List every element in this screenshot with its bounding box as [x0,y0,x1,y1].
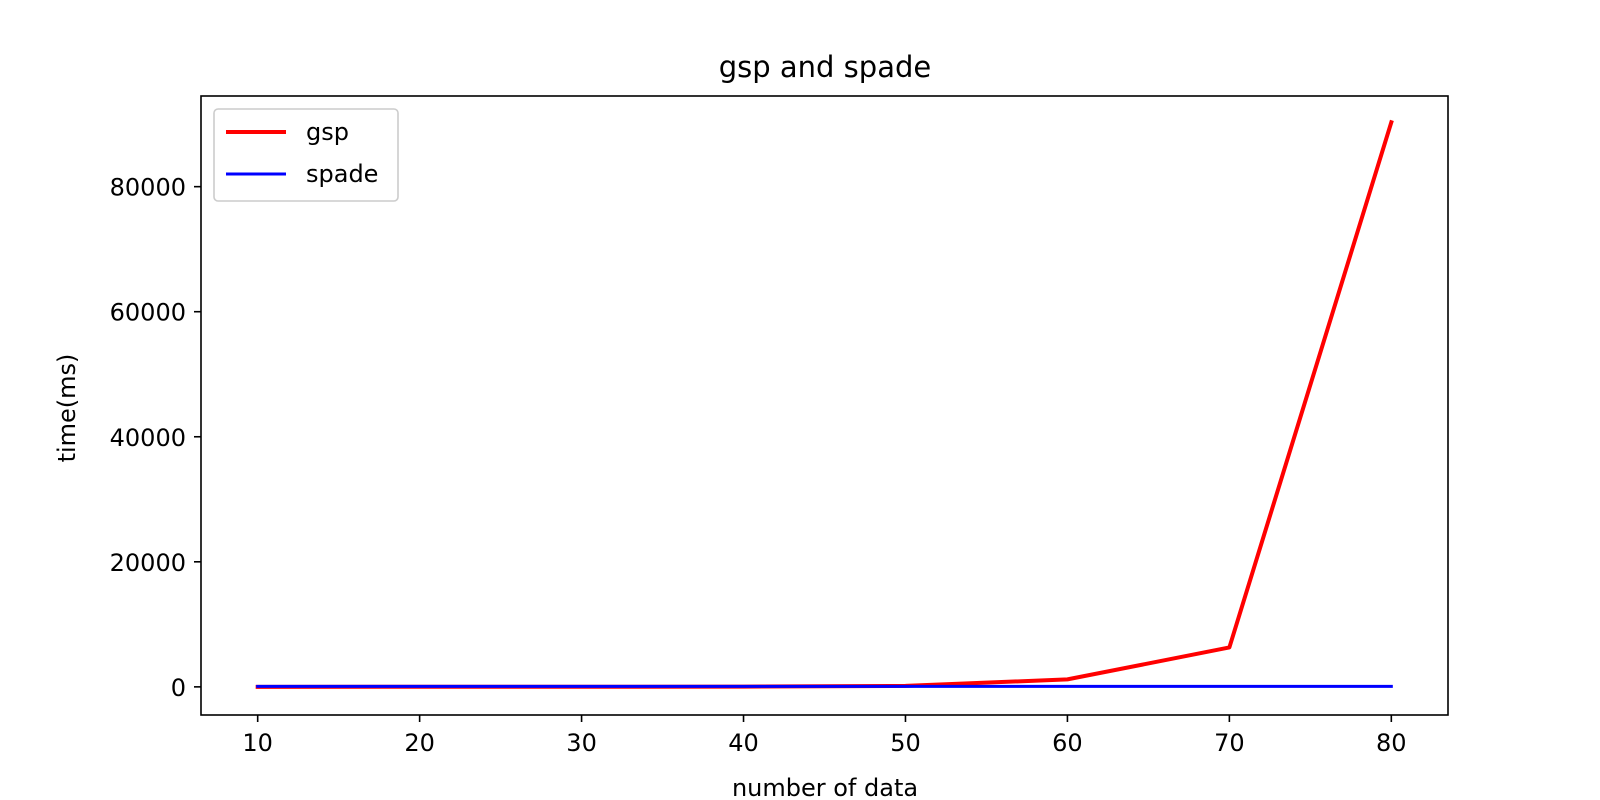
x-tick-label: 30 [566,729,597,757]
y-tick-label: 40000 [110,424,186,452]
legend-label-gsp: gsp [306,118,349,146]
y-tick-label: 60000 [110,299,186,327]
x-tick-label: 40 [728,729,759,757]
x-tick-label: 10 [242,729,273,757]
x-axis-label: number of data [732,774,918,800]
y-tick-label: 20000 [110,549,186,577]
x-tick-label: 80 [1376,729,1407,757]
x-tick-label: 50 [890,729,921,757]
x-tick-label: 20 [404,729,435,757]
axes-frame [200,95,1449,716]
y-tick-label: 80000 [110,174,186,202]
legend-label-spade: spade [306,160,378,188]
x-tick-label: 70 [1214,729,1245,757]
x-tick-label: 60 [1052,729,1083,757]
y-axis-label: time(ms) [53,354,81,463]
y-tick-label: 0 [171,674,186,702]
plot-area [200,95,1449,716]
chart-title: gsp and spade [719,50,931,84]
axis-ticks: 10 20 30 40 50 60 70 80 0 20000 40000 60000 80000 [110,174,1407,757]
legend: gsp spade [213,108,399,202]
